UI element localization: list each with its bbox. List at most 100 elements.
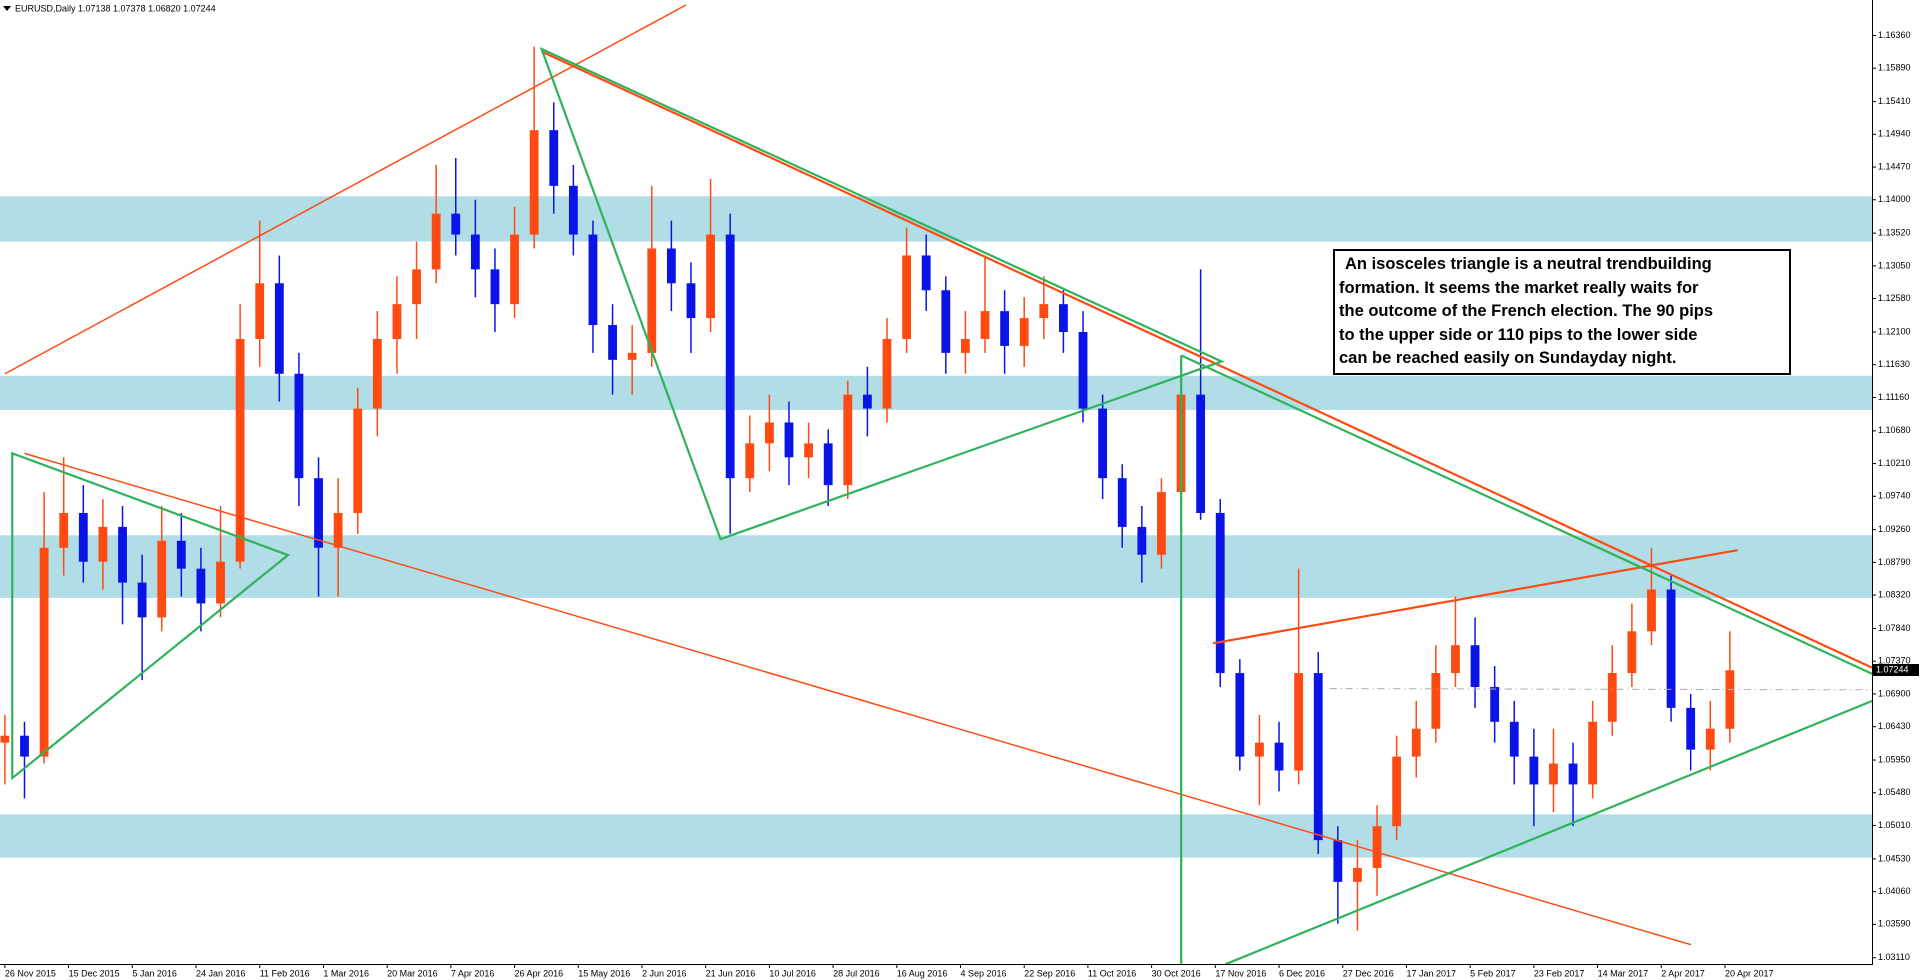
candle-body [274,283,284,374]
y-tick-label: 1.05950 [1878,754,1911,764]
candle-body [353,408,363,513]
candle-body [843,394,853,486]
candle-body [902,255,912,339]
candle-body [941,290,951,353]
candle-body [255,283,265,339]
triangle [11,451,291,781]
candle-body [764,422,774,444]
candle-body [1470,645,1480,687]
x-tick-label: 15 Dec 2015 [69,968,120,978]
candle-body [412,269,421,305]
candle-body [470,234,480,270]
candle-body [1333,840,1343,882]
y-tick-label: 1.08320 [1878,589,1911,599]
x-tick-label: 23 Feb 2017 [1534,968,1585,978]
y-tick-label: 1.10210 [1878,458,1911,468]
x-tick-label: 11 Feb 2016 [260,968,310,978]
x-tick-label: 6 Dec 2016 [1279,968,1325,978]
last-price-box [1873,663,1919,676]
y-tick-label: 1.05480 [1878,787,1911,797]
y-tick-label: 1.09740 [1878,491,1911,501]
trendline [24,452,1692,946]
candles [0,46,1735,931]
x-tick-label: 1 Mar 2016 [323,968,369,978]
zone [0,375,1872,410]
candle-body [78,512,88,562]
y-tick-label: 1.03110 [1878,952,1910,962]
x-tick-label: 26 Apr 2016 [515,968,564,978]
x-tick-label: 2 Apr 2017 [1661,968,1705,978]
candle-body [1549,763,1558,785]
candle-body [98,526,108,562]
candle-body [1039,304,1049,319]
candle-body [1647,589,1656,632]
candle-body [882,338,892,409]
candle-body [1627,631,1637,674]
candle-body [1353,867,1362,882]
candle-body [784,422,794,458]
candle-body [1313,673,1323,841]
candle-body [1137,526,1147,555]
candle-body [431,213,441,270]
candle-body [1019,318,1029,346]
candle-body [980,311,990,339]
candle-body [216,561,225,604]
y-tick-label: 1.04060 [1878,886,1911,896]
zones [0,196,1872,858]
x-tick-label: 2 Jun 2016 [642,968,687,978]
y-tick-label: 1.11630 [1878,359,1910,369]
y-tick-label: 1.08790 [1878,557,1911,567]
x-tick-label: 17 Nov 2016 [1215,968,1266,978]
candle-body [1568,763,1578,785]
candle-body [745,443,755,479]
candle-body [1686,707,1696,750]
menu-icon[interactable] [3,6,11,11]
y-tick-label: 1.05010 [1878,820,1911,830]
x-tick-label: 27 Dec 2016 [1343,968,1394,978]
annotation-line: formation. It seems the market really wa… [1339,278,1699,297]
header: EURUSD,Daily 1.07138 1.07378 1.06820 1.0… [15,3,216,13]
candle-body [1666,589,1676,708]
candle-body [862,394,872,409]
candle-body [1078,332,1088,409]
candle-body [1117,478,1127,527]
triangle [539,46,1225,541]
zone [0,814,1872,858]
candle-body [314,478,323,548]
y-tick-label: 1.09260 [1878,524,1911,534]
x-tick-label: 16 Aug 2016 [897,968,948,978]
candle-body [588,234,598,326]
candle-body [1411,728,1421,757]
candle-body [960,338,970,353]
x-tick-label: 30 Oct 2016 [1152,968,1201,978]
candle-body [1274,742,1284,771]
candle-body [666,248,676,284]
y-tick-label: 1.06430 [1878,721,1911,731]
candle-body [1235,673,1245,757]
candle-body [1098,408,1108,479]
candle-body [549,130,559,186]
candle-body [59,512,69,548]
candle-body [1725,670,1735,729]
y-tick-label: 1.07370 [1878,656,1911,666]
candle-body [176,540,186,569]
candle-body [1490,686,1500,722]
candle-body [686,283,696,319]
y-tick-label: 1.11160 [1878,392,1909,402]
candle-body [1059,304,1068,333]
candle-body [137,582,147,618]
x-tick-label: 20 Apr 2017 [1725,968,1774,978]
trendline [4,4,687,375]
y-tick-label: 1.15410 [1878,96,1911,106]
candle-body [333,512,343,548]
candle-body [1431,673,1441,729]
candle-body [392,304,402,339]
candle-body [608,325,617,360]
candle-body [1196,394,1206,513]
x-tick-label: 17 Jan 2017 [1406,968,1456,978]
x-tick-label: 14 Mar 2017 [1598,968,1649,978]
trendline [1329,688,1873,691]
candle-body [1509,721,1519,757]
candle-body [1529,756,1539,785]
candle-body [529,130,539,235]
